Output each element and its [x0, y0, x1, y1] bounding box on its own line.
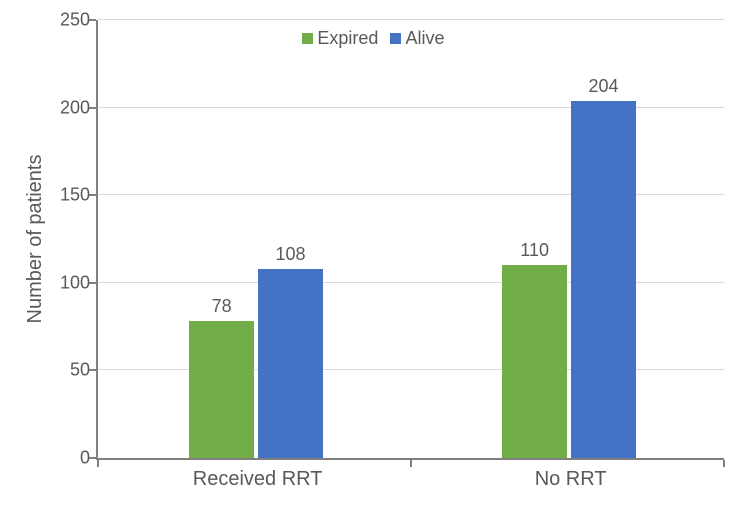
legend-swatch	[390, 33, 401, 44]
bar: 110	[502, 265, 568, 458]
y-axis-label: Number of patients	[24, 155, 47, 324]
bar-value-label: 204	[588, 76, 618, 97]
y-tick-mark	[89, 457, 96, 459]
y-tick-mark	[89, 107, 96, 109]
y-tick-mark	[89, 19, 96, 21]
bar-value-label: 108	[275, 244, 305, 265]
plot-area: ExpiredAlive 050100150200250Received RRT…	[96, 20, 724, 460]
y-tick-label: 250	[60, 10, 90, 31]
legend-item: Expired	[302, 28, 378, 49]
y-tick-label: 150	[60, 185, 90, 206]
x-tick-mark	[723, 460, 725, 467]
bar-value-label: 110	[520, 240, 549, 261]
x-tick-mark	[97, 460, 99, 467]
y-tick-label: 0	[80, 448, 90, 469]
bar: 78	[189, 321, 255, 458]
y-tick-label: 200	[60, 97, 90, 118]
bar: 108	[258, 269, 324, 458]
y-tick-label: 50	[70, 360, 90, 381]
gridline	[98, 19, 724, 20]
bar-chart: Number of patients Expired Alive 0 50 100 15…	[0, 0, 740, 524]
legend-swatch	[302, 33, 313, 44]
legend-label: Alive	[405, 28, 444, 49]
y-tick-label: 100	[60, 272, 90, 293]
bar-value-label: 78	[212, 296, 232, 317]
legend-label: Expired	[317, 28, 378, 49]
x-category-label: No RRT	[535, 468, 607, 491]
y-tick-mark	[89, 194, 96, 196]
bar: 204	[571, 101, 637, 458]
x-tick-mark	[410, 460, 412, 467]
legend: Expired Alive	[302, 28, 444, 49]
x-category-label: Received RRT	[193, 468, 323, 491]
legend-item: Alive	[390, 28, 444, 49]
y-tick-mark	[89, 369, 96, 371]
y-tick-mark	[89, 282, 96, 284]
